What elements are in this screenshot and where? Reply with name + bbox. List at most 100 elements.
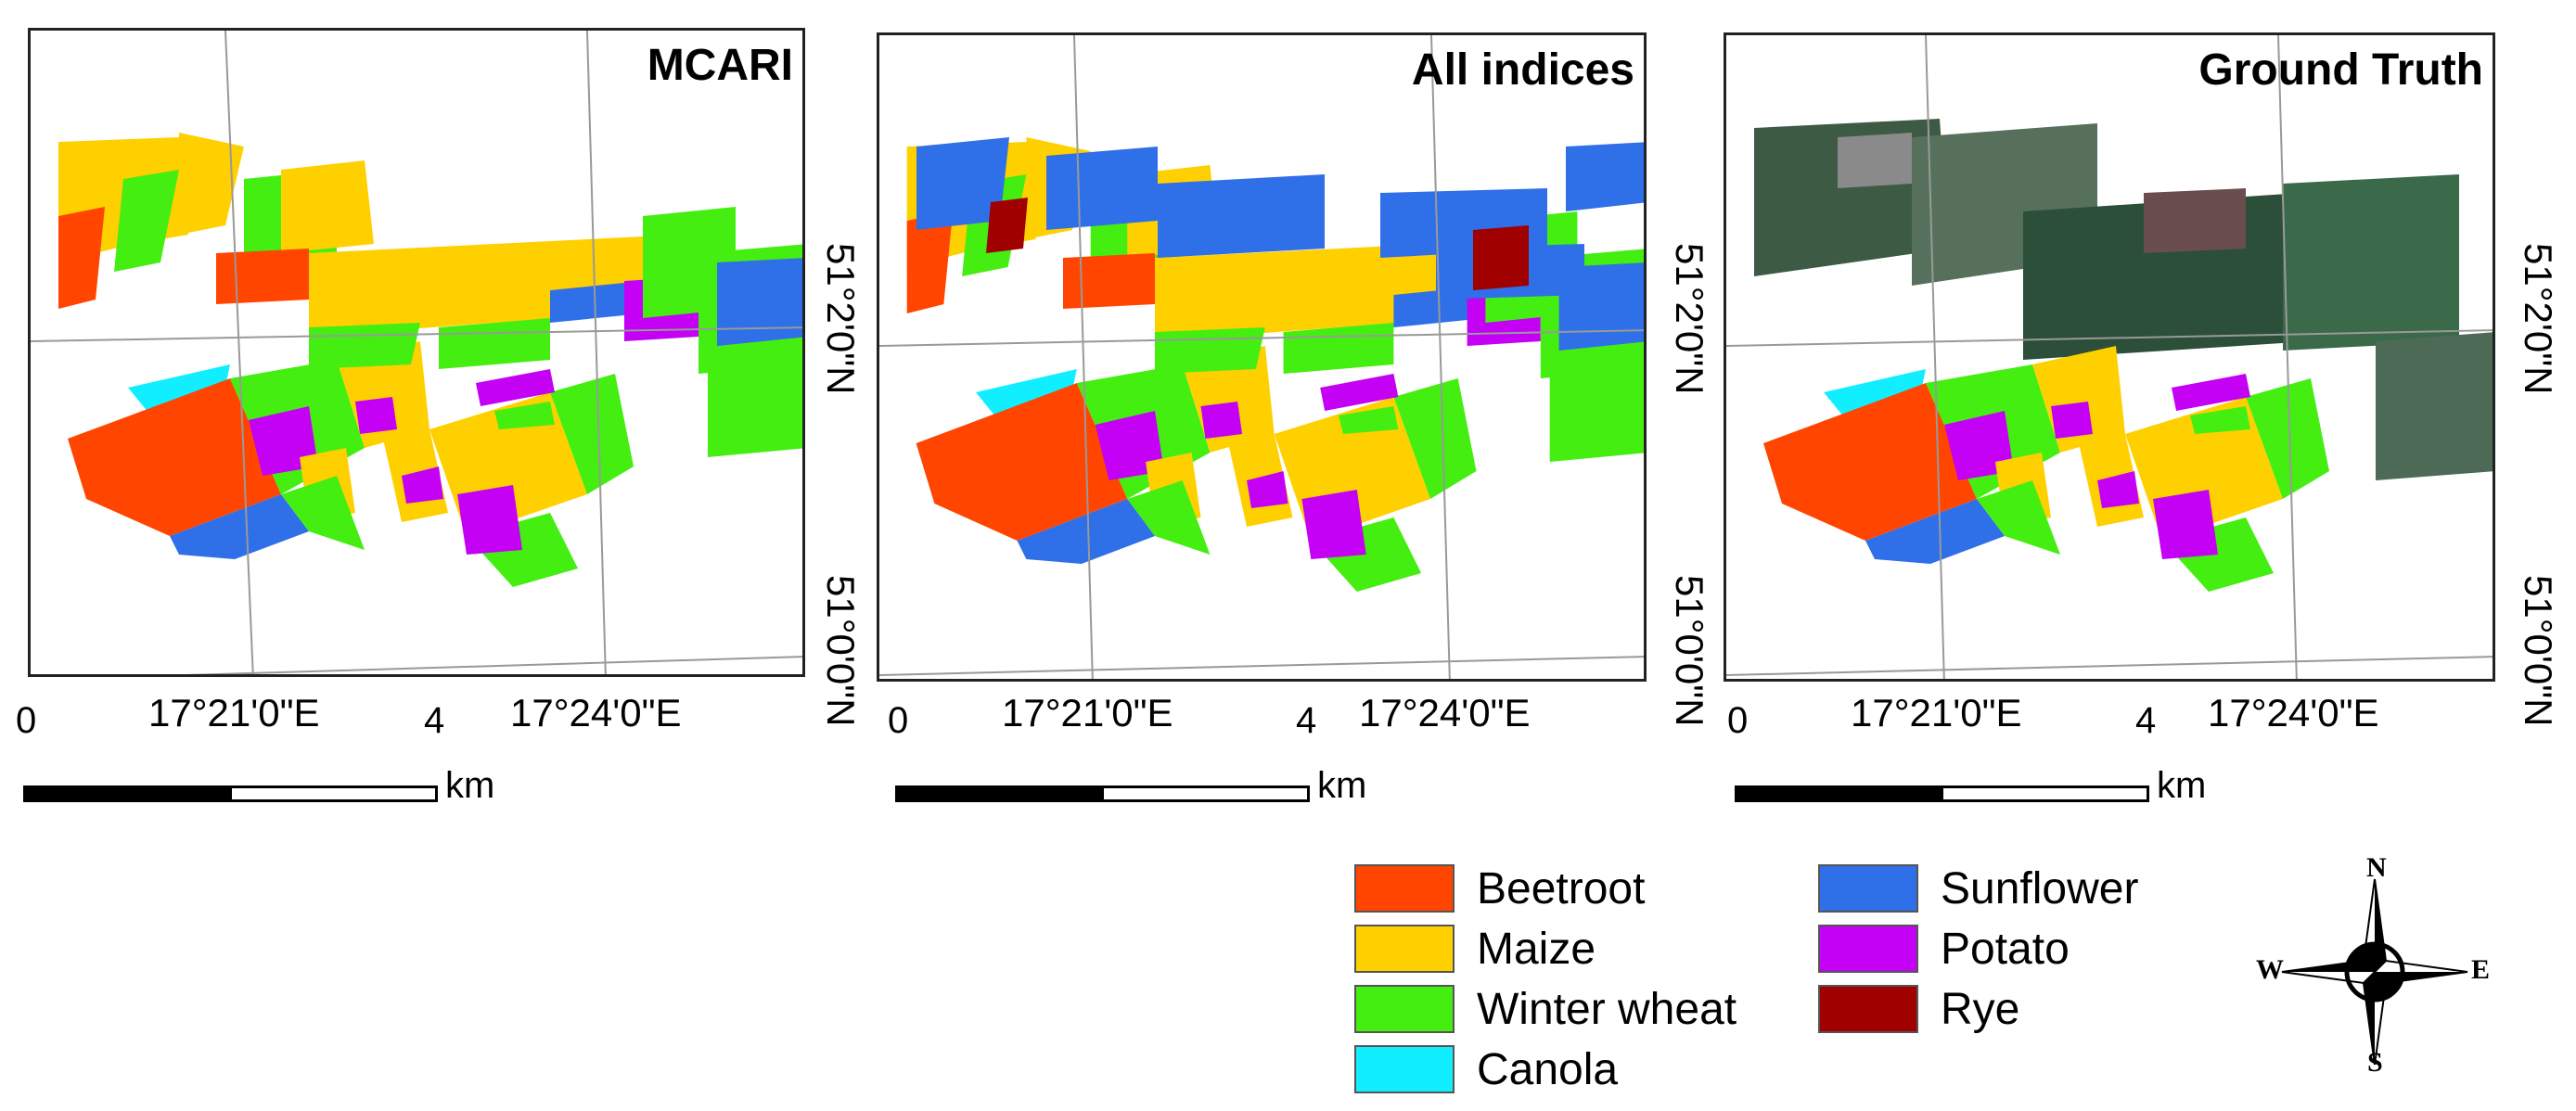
longitude-label: 17°24'0"E [510,691,682,734]
scale-bar-black-segment [895,785,1104,802]
field-polygon [2172,374,2250,411]
latitude-label: 51°2'0"N [819,243,863,395]
legend-label: Sunflower [1941,863,2139,913]
legend-item-beetroot: Beetroot [1354,862,1645,914]
field-polygon [281,160,374,253]
latitude-label: 51°2'0"N [2517,243,2560,395]
field-polygon [457,485,522,555]
legend-swatch [1354,1045,1455,1093]
legend-label: Potato [1941,924,2070,974]
panel-title: All indices [1411,45,1634,95]
field-polygon [1283,323,1394,374]
field-polygon [550,281,643,323]
panel-title: MCARI [647,41,793,90]
field-polygon [2246,378,2329,499]
field-polygon [1301,490,1366,559]
longitude-label: 17°24'0"E [2208,691,2379,734]
field-polygon [476,369,555,406]
scale-bar-white-segment [229,785,438,802]
latitude-label: 51°0'0"N [819,575,863,727]
longitude-label: 17°21'0"E [1002,691,1173,734]
field-polygon [2190,406,2250,434]
scale-bar-black-segment [23,785,232,802]
legend-item-maize: Maize [1354,923,1596,975]
north-arrow: N S E W [2254,852,2495,1080]
field-polygon [1320,374,1399,411]
compass-south-label: S [2367,1047,2383,1078]
satellite-patch [2144,188,2246,253]
classification-map-mcari [31,31,802,674]
scale-end-label: 4 [2135,700,2157,741]
scale-end-label: 4 [424,700,445,741]
field-polygon [281,476,365,550]
field-polygon [355,397,397,434]
legend-swatch [1354,985,1455,1033]
scale-bar: 0 4 km [1727,700,2217,821]
field-polygon [68,378,281,536]
field-polygon [1339,406,1399,434]
latitude-label: 51°2'0"N [1668,243,1711,395]
field-polygon [550,374,634,494]
field-polygon [1046,147,1158,230]
field-polygon [402,466,443,504]
scale-bar: 0 4 km [16,700,506,821]
compass-north-label: N [2366,852,2387,883]
legend-item-potato: Potato [1818,923,2070,975]
longitude-label: 17°24'0"E [1359,691,1531,734]
scale-unit-label: km [1317,765,1367,806]
field-polygon [179,133,244,235]
field-polygon [1549,360,1644,462]
scale-bar-white-segment [1941,785,2149,802]
legend-swatch [1818,985,1918,1033]
field-polygon [309,323,420,369]
legend-item-rye: Rye [1818,983,2019,1035]
scale-end-label: 4 [1296,700,1317,741]
satellite-patch [1838,133,1912,188]
legend-label: Winter wheat [1477,984,1737,1034]
legend-item-winter-wheat: Winter wheat [1354,983,1737,1035]
field-polygon [1017,499,1155,564]
map-panel-ground-truth: Ground Truth [1724,32,2495,682]
field-polygon [708,355,802,457]
field-polygon [1566,142,1644,211]
panel-title: Ground Truth [2198,45,2483,95]
map-panel-all-indices: All indices [877,32,1647,682]
longitude-label: 17°21'0"E [1851,691,2022,734]
scale-bar-white-segment [1101,785,1310,802]
legend-item-sunflower: Sunflower [1818,862,2138,914]
field-polygon [717,258,802,346]
field-polygon [2153,490,2218,559]
field-polygon [58,207,105,309]
field-polygon [1393,378,1477,499]
field-polygon [1155,327,1265,374]
field-polygon [216,249,309,304]
scale-start-label: 0 [888,700,909,741]
field-polygon [1158,174,1325,258]
field-polygon [114,170,179,272]
satellite-patch [2376,332,2493,480]
compass-east-label: E [2471,954,2491,985]
latitude-label: 51°0'0"N [1668,575,1711,727]
field-polygon [916,383,1128,541]
legend-swatch [1818,925,1918,973]
longitude-label: 17°21'0"E [148,691,320,734]
compass-rose-icon [2281,878,2468,1066]
satellite-patch [2283,174,2459,351]
field-polygon [1865,499,2005,564]
scale-bar: 0 4 km [888,700,1378,821]
latitude-label: 51°0'0"N [2517,575,2560,727]
field-polygon [1200,402,1243,439]
field-polygon [1473,225,1529,290]
field-polygon [494,402,555,429]
classification-map-all-indices [879,35,1644,679]
field-polygon [1127,480,1211,555]
field-polygon [1763,383,1977,541]
map-panel-mcari: MCARI [28,28,805,677]
legend-item-canola: Canola [1354,1043,1618,1095]
legend-swatch [1354,925,1455,973]
field-polygon [2097,471,2139,508]
field-polygon [170,494,309,559]
field-polygon [439,318,550,369]
field-polygon [906,211,954,313]
scale-unit-label: km [2157,765,2207,806]
